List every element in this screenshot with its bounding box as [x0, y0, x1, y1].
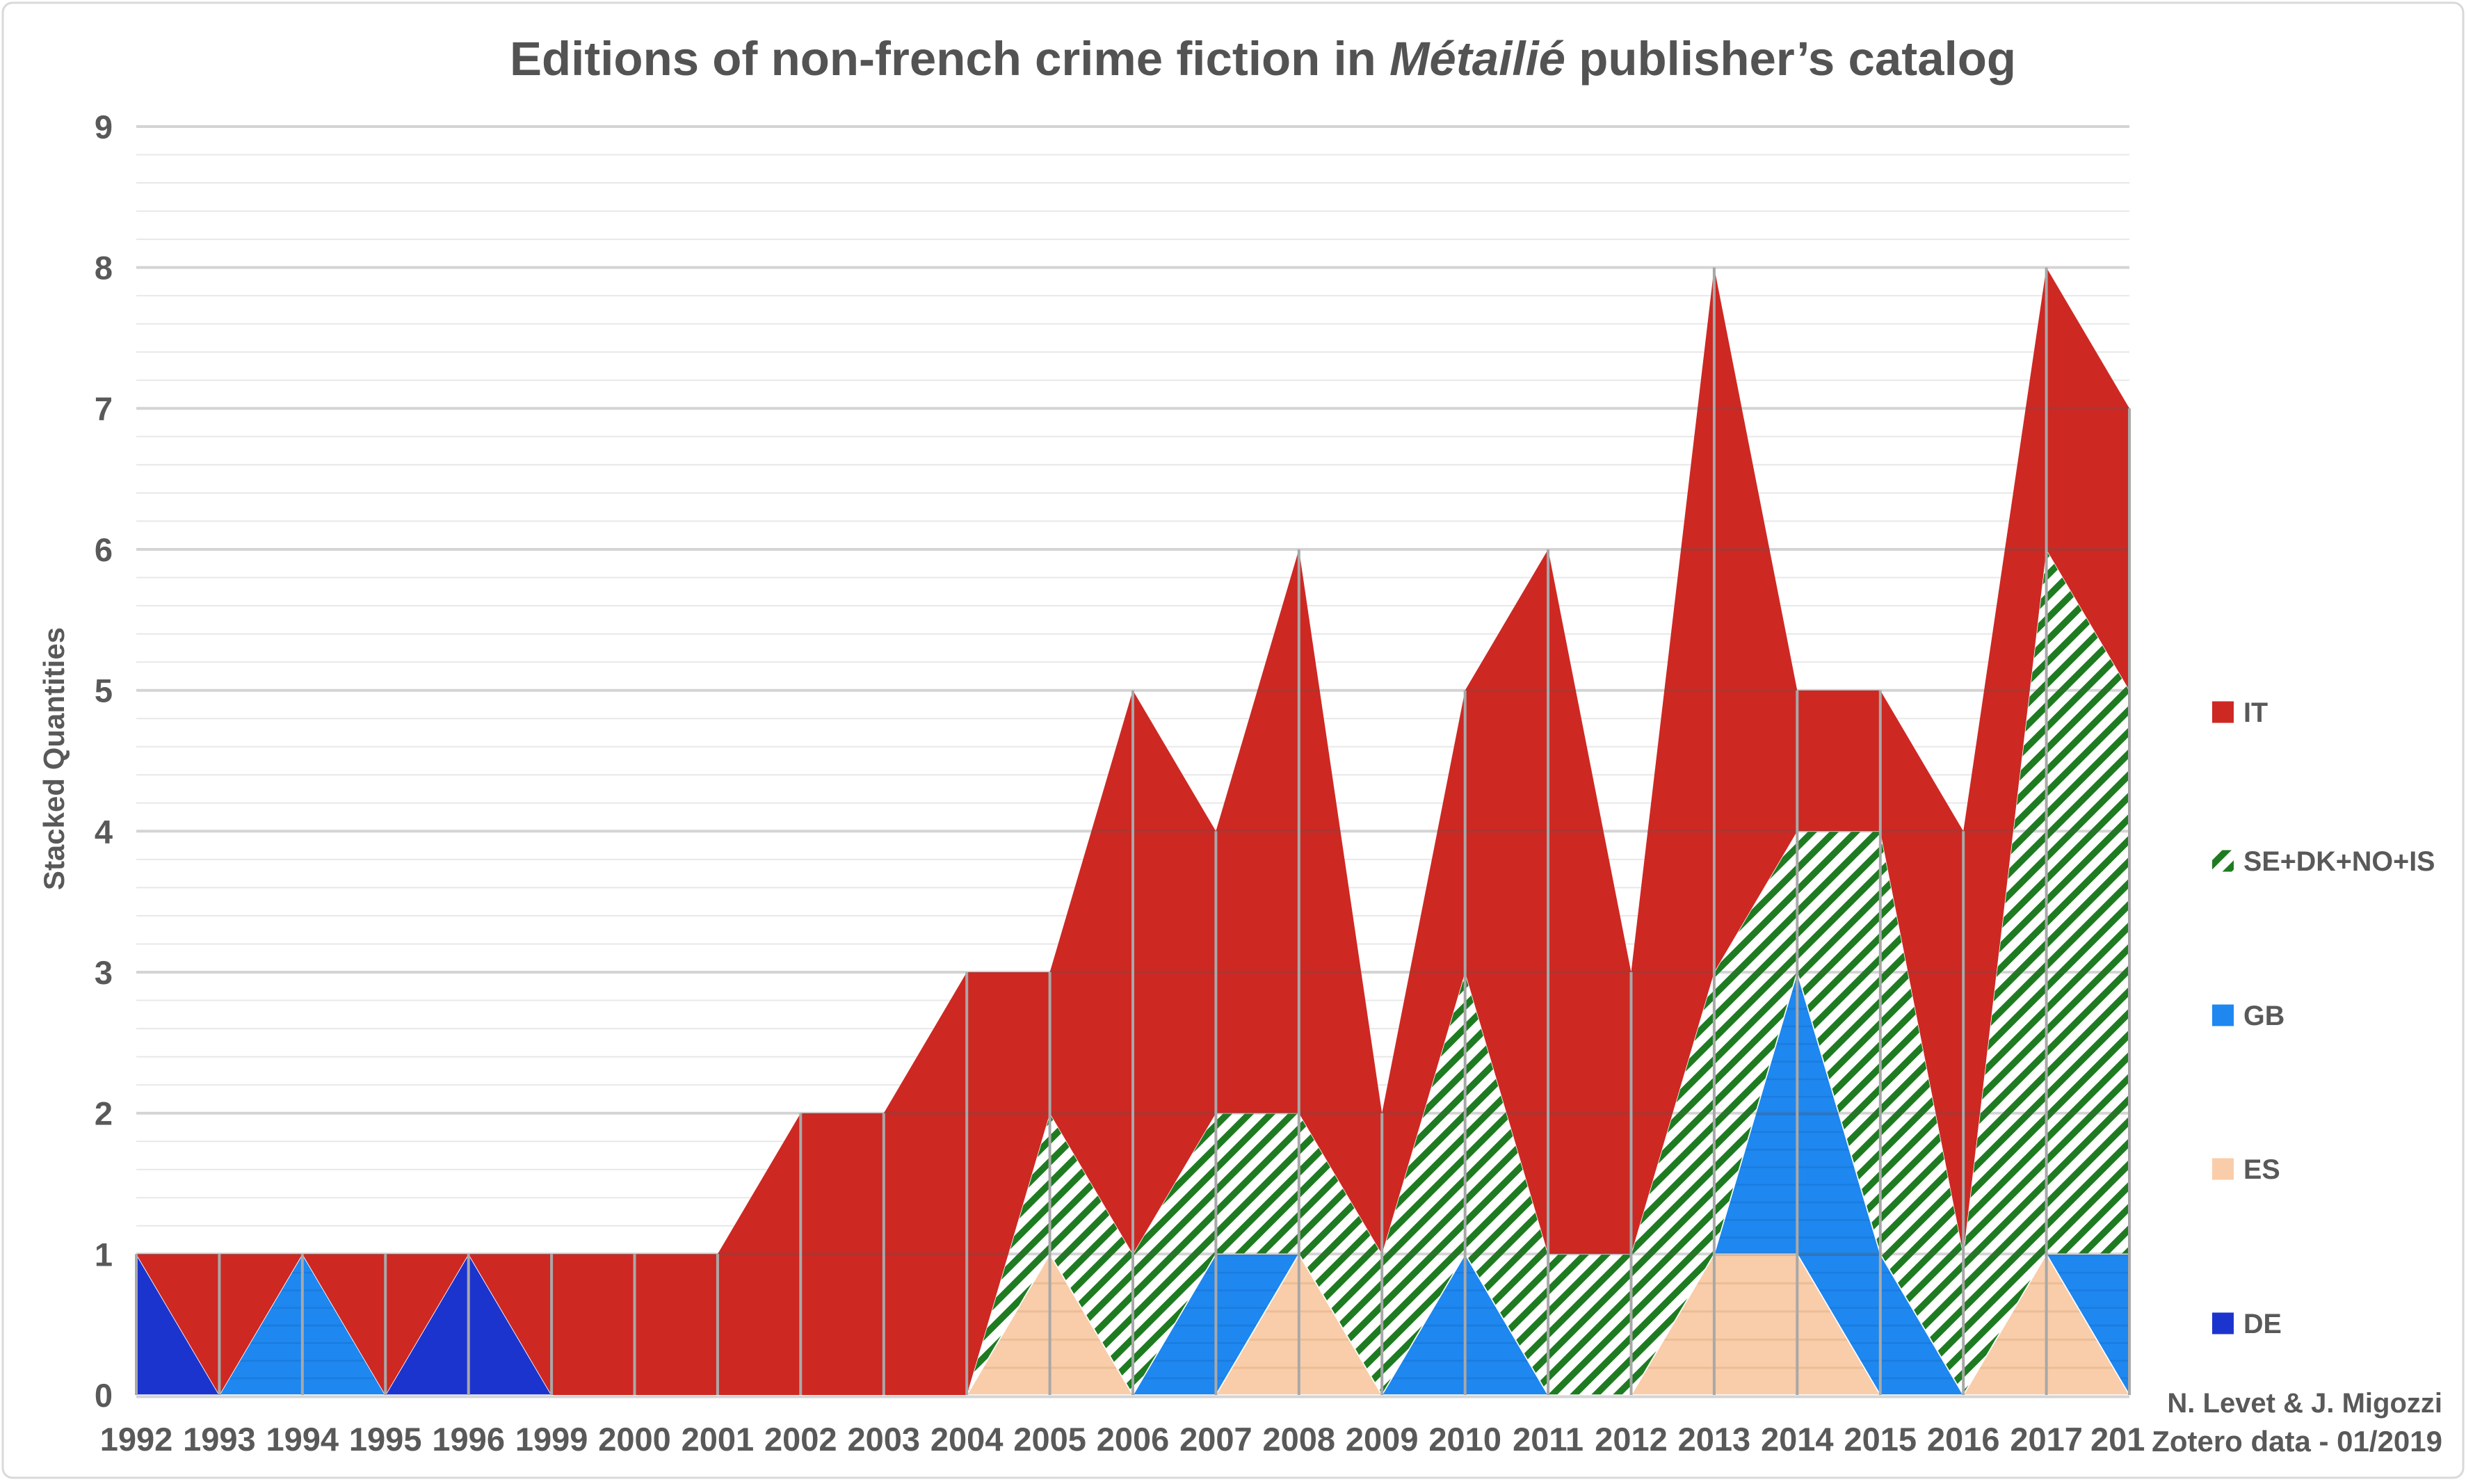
svg-text:2003: 2003 — [848, 1421, 921, 1458]
svg-text:9: 9 — [95, 108, 113, 145]
svg-text:2011: 2011 — [1513, 1421, 1583, 1458]
svg-text:2016: 2016 — [1927, 1421, 2000, 1458]
svg-text:2001: 2001 — [682, 1421, 755, 1458]
svg-text:2009: 2009 — [1346, 1421, 1419, 1458]
svg-text:N. Levet & J. Migozzi: N. Levet & J. Migozzi — [2167, 1388, 2442, 1419]
svg-text:Stacked Quantities: Stacked Quantities — [38, 627, 70, 890]
svg-text:1: 1 — [95, 1236, 113, 1273]
svg-text:7: 7 — [95, 390, 113, 427]
svg-text:2014: 2014 — [1761, 1421, 1834, 1458]
svg-text:1995: 1995 — [349, 1421, 422, 1458]
svg-text:IT: IT — [2243, 697, 2268, 728]
svg-text:Zotero data - 01/2019: Zotero data - 01/2019 — [2152, 1425, 2442, 1458]
svg-text:2013: 2013 — [1678, 1421, 1751, 1458]
svg-text:201: 201 — [2090, 1421, 2145, 1458]
svg-text:1999: 1999 — [515, 1421, 588, 1458]
svg-text:2012: 2012 — [1595, 1421, 1668, 1458]
svg-text:8: 8 — [95, 250, 113, 287]
svg-text:1992: 1992 — [100, 1421, 173, 1458]
svg-text:DE: DE — [2243, 1309, 2282, 1339]
svg-text:2002: 2002 — [764, 1421, 837, 1458]
svg-text:1993: 1993 — [183, 1421, 256, 1458]
svg-text:2008: 2008 — [1263, 1421, 1336, 1458]
svg-text:5: 5 — [95, 672, 113, 709]
svg-text:4: 4 — [95, 813, 113, 850]
svg-text:1996: 1996 — [432, 1421, 505, 1458]
svg-text:3: 3 — [95, 954, 113, 991]
svg-text:SE+DK+NO+IS: SE+DK+NO+IS — [2243, 846, 2435, 877]
svg-text:ES: ES — [2243, 1154, 2280, 1185]
svg-text:GB: GB — [2243, 1001, 2284, 1031]
svg-text:2: 2 — [95, 1095, 113, 1132]
svg-text:2005: 2005 — [1013, 1421, 1086, 1458]
svg-text:6: 6 — [95, 531, 113, 568]
svg-text:Editions of non-french crime f: Editions of non-french crime fiction in … — [510, 32, 2016, 86]
svg-text:2000: 2000 — [598, 1421, 671, 1458]
svg-text:1994: 1994 — [266, 1421, 339, 1458]
svg-text:2007: 2007 — [1179, 1421, 1252, 1458]
svg-text:2004: 2004 — [930, 1421, 1004, 1458]
svg-text:0: 0 — [95, 1377, 113, 1414]
svg-text:2015: 2015 — [1844, 1421, 1917, 1458]
svg-text:2006: 2006 — [1097, 1421, 1170, 1458]
svg-text:2017: 2017 — [2010, 1421, 2083, 1458]
svg-text:2010: 2010 — [1428, 1421, 1501, 1458]
